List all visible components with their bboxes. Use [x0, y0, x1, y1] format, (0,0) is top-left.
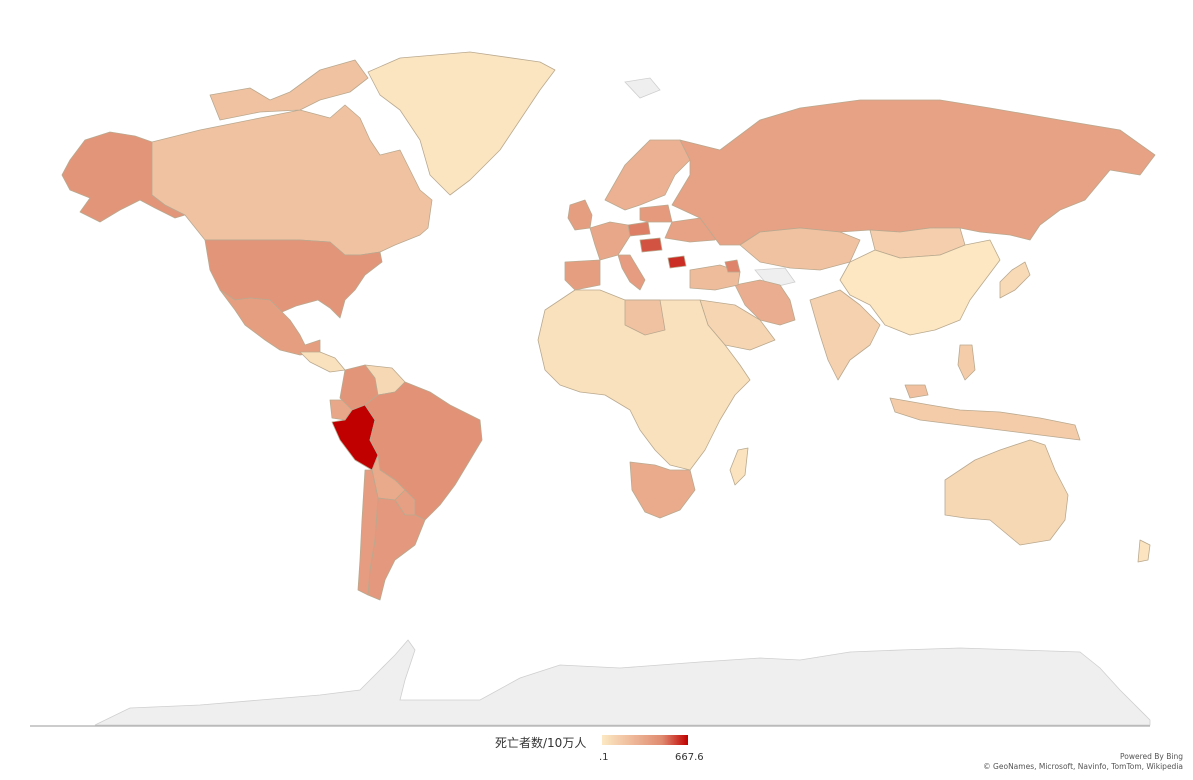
region-antarctica	[94, 639, 1151, 726]
region-united-kingdom[interactable]	[567, 199, 593, 231]
legend-max-label: 667.6	[675, 752, 704, 763]
region-scandinavia[interactable]	[604, 139, 691, 211]
region-canada[interactable]	[151, 104, 433, 256]
region-spain[interactable]	[564, 259, 601, 291]
region-brazil[interactable]	[364, 381, 483, 521]
attribution: Powered By Bing © GeoNames, Microsoft, N…	[983, 752, 1183, 772]
region-alaska-us[interactable]	[61, 131, 186, 223]
region-bulgaria[interactable]	[667, 255, 687, 269]
region-philippines[interactable]	[957, 344, 976, 381]
region-kazakhstan[interactable]	[739, 227, 861, 271]
region-greenland[interactable]	[367, 51, 556, 196]
legend-min-label: .1	[599, 752, 609, 763]
region-chile[interactable]	[357, 469, 379, 596]
legend-color-bar	[602, 735, 688, 745]
region-libya[interactable]	[624, 299, 666, 336]
regions-layer	[30, 51, 1156, 727]
region-russia[interactable]	[671, 99, 1156, 246]
region-africa-other[interactable]	[299, 351, 346, 373]
region-malaysia[interactable]	[904, 384, 929, 399]
region-madagascar[interactable]	[729, 447, 749, 486]
legend: 死亡者数/10万人 .1 667.6	[495, 732, 755, 772]
region-svalbard	[624, 77, 661, 99]
region-poland[interactable]	[639, 204, 673, 223]
region-japan[interactable]	[999, 261, 1031, 299]
region-australia[interactable]	[944, 439, 1069, 546]
region-armenia[interactable]	[724, 259, 741, 273]
world-map[interactable]	[0, 0, 1193, 730]
powered-by-text: Powered By Bing	[1120, 752, 1183, 761]
copyright-text: © GeoNames, Microsoft, Navinfo, TomTom, …	[983, 762, 1183, 771]
region-czech-republic[interactable]	[627, 221, 651, 237]
region-new-zealand[interactable]	[1137, 539, 1151, 563]
region-china[interactable]	[839, 239, 1001, 336]
region-western-europe[interactable]	[589, 221, 631, 261]
region-hungary[interactable]	[639, 237, 663, 253]
region-indonesia[interactable]	[889, 397, 1081, 441]
region-india[interactable]	[809, 289, 881, 381]
map-canvas[interactable]	[0, 0, 1193, 730]
region-canada[interactable]	[209, 59, 369, 121]
region-italy[interactable]	[617, 254, 646, 291]
region-mexico[interactable]	[219, 289, 321, 356]
region-south-africa[interactable]	[629, 461, 696, 519]
region-iran[interactable]	[734, 279, 796, 326]
legend-title: 死亡者数/10万人	[495, 736, 587, 750]
